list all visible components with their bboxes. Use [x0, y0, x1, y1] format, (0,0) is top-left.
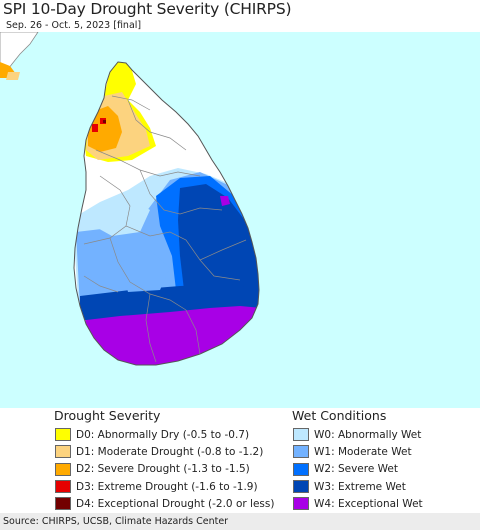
- legend-swatch: [293, 445, 309, 459]
- legend-label: D0: Abnormally Dry (-0.5 to -0.7): [76, 428, 250, 441]
- d4-cell: [103, 120, 106, 123]
- legend-item: D0: Abnormally Dry (-0.5 to -0.7): [55, 426, 274, 443]
- map-title: SPI 10-Day Drought Severity (CHIRPS): [3, 0, 292, 18]
- legend-item: W4: Exceptional Wet: [293, 495, 423, 512]
- india-dry-patch: [6, 72, 20, 80]
- legend-label: D4: Exceptional Drought (-2.0 or less): [76, 497, 275, 510]
- legend-swatch: [55, 480, 71, 494]
- wet-legend: W0: Abnormally Wet W1: Moderate Wet W2: …: [293, 426, 423, 512]
- map-date-range: Sep. 26 - Oct. 5, 2023 [final]: [6, 20, 142, 31]
- district-boundaries: [83, 95, 247, 363]
- legend-swatch: [55, 462, 71, 476]
- legend-item: W2: Severe Wet: [293, 461, 423, 478]
- legend-label: W0: Abnormally Wet: [314, 428, 422, 441]
- source-credit: Source: CHIRPS, UCSB, Climate Hazards Ce…: [0, 513, 480, 530]
- legend-label: W4: Exceptional Wet: [314, 497, 423, 510]
- w0-interior-patch: [94, 196, 150, 236]
- legend-item: W1: Moderate Wet: [293, 443, 423, 460]
- legend-item: D3: Extreme Drought (-1.6 to -1.9): [55, 478, 274, 495]
- legend-item: D4: Exceptional Drought (-2.0 or less): [55, 495, 274, 512]
- legend-label: W3: Extreme Wet: [314, 480, 406, 493]
- legend-item: W3: Extreme Wet: [293, 478, 423, 495]
- w1-interior-patch: [120, 250, 170, 292]
- drought-legend-title: Drought Severity: [54, 408, 161, 423]
- legend-label: W1: Moderate Wet: [314, 445, 412, 458]
- legend-label: W2: Severe Wet: [314, 463, 398, 476]
- w4-east-patch: [220, 196, 230, 206]
- legend-swatch: [293, 497, 309, 511]
- legend-item: W0: Abnormally Wet: [293, 426, 423, 443]
- d3-cell-a: [92, 124, 98, 132]
- legend-label: D3: Extreme Drought (-1.6 to -1.9): [76, 480, 258, 493]
- legend-label: D1: Moderate Drought (-0.8 to -1.2): [76, 445, 264, 458]
- legend-swatch: [55, 445, 71, 459]
- legend-swatch: [293, 428, 309, 442]
- drought-map: [0, 32, 480, 408]
- legend-item: D2: Severe Drought (-1.3 to -1.5): [55, 461, 274, 478]
- legend-swatch: [293, 462, 309, 476]
- wet-legend-title: Wet Conditions: [292, 408, 387, 423]
- legend-swatch: [55, 497, 71, 511]
- legend-label: D2: Severe Drought (-1.3 to -1.5): [76, 463, 250, 476]
- d2-region: [88, 106, 122, 152]
- legend-swatch: [293, 480, 309, 494]
- legend-swatch: [55, 428, 71, 442]
- drought-legend: D0: Abnormally Dry (-0.5 to -0.7) D1: Mo…: [55, 426, 274, 512]
- legend-item: D1: Moderate Drought (-0.8 to -1.2): [55, 443, 274, 460]
